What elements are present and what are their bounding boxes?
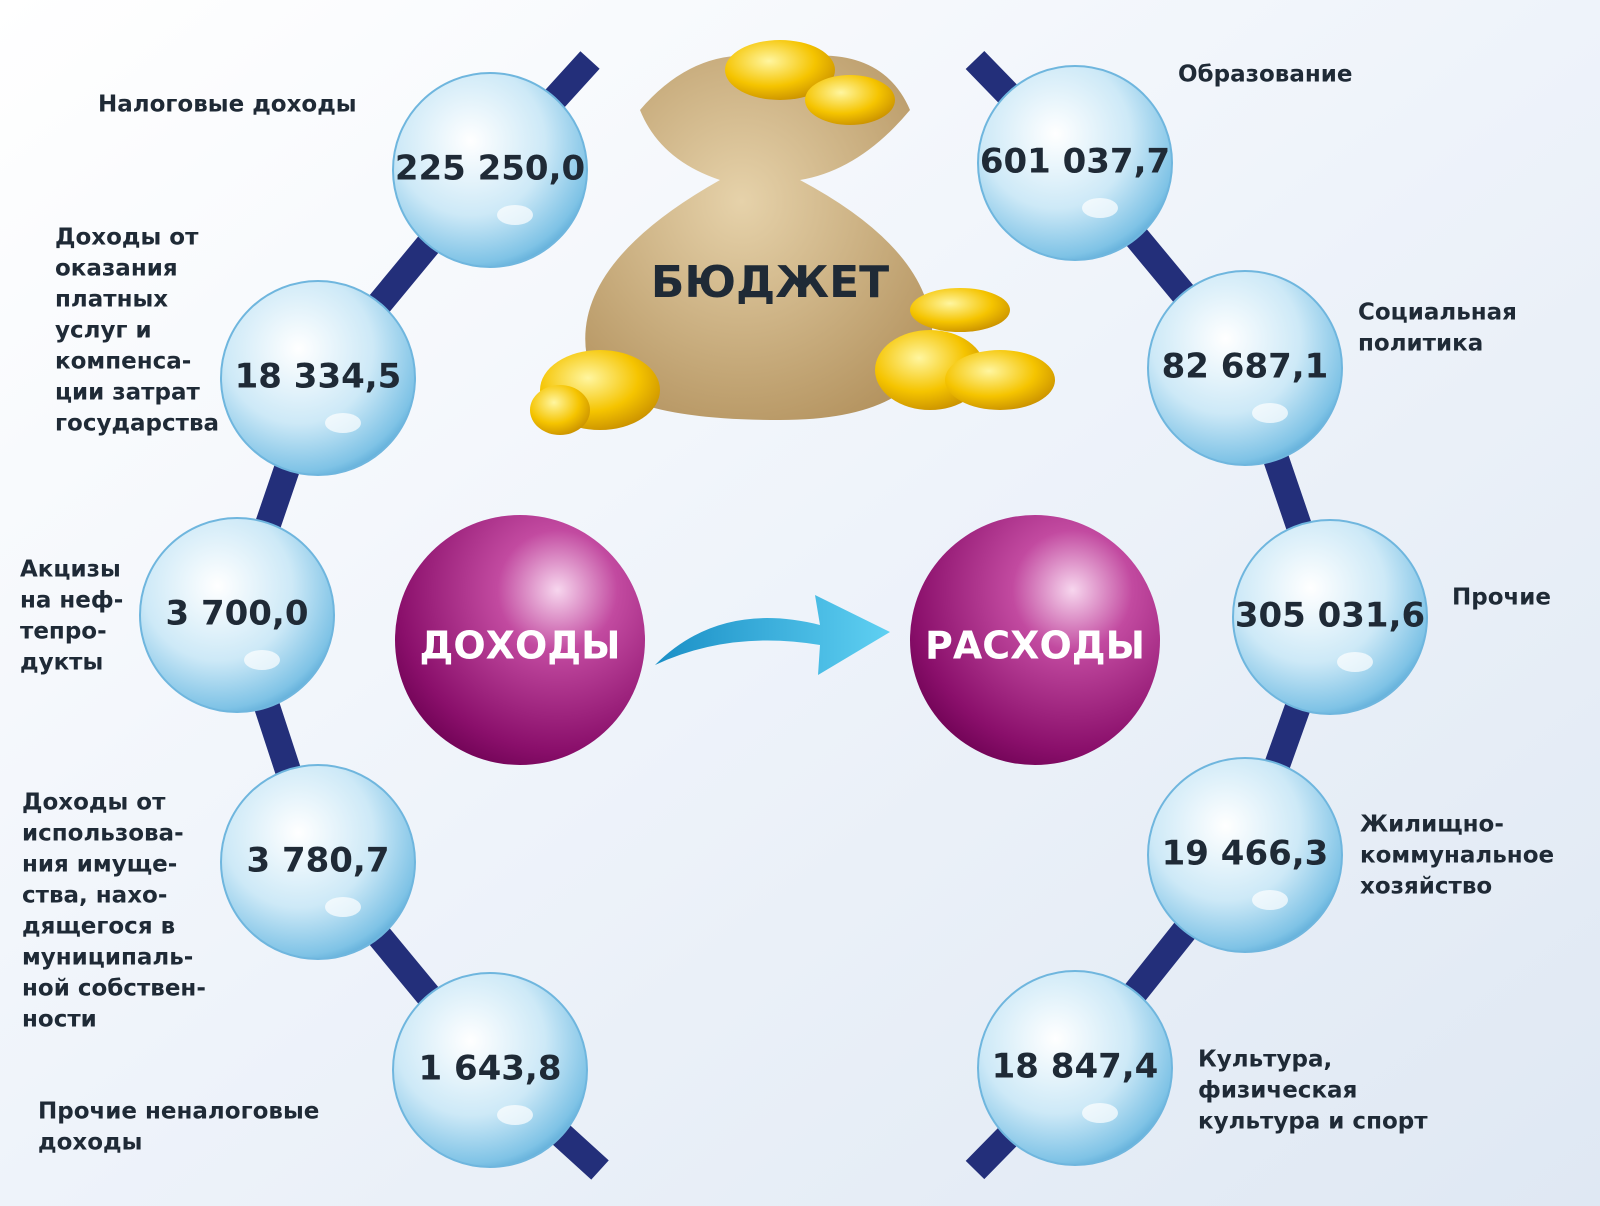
label: Прочие неналоговые	[38, 1099, 319, 1125]
label: услуг и	[55, 318, 152, 344]
highlight	[325, 413, 361, 433]
label: Доходы от	[55, 225, 199, 251]
label: Прочие	[1452, 585, 1551, 611]
value: 3 700,0	[165, 594, 308, 634]
label: компенса-	[55, 349, 191, 375]
label: физическая	[1198, 1078, 1357, 1104]
label: Акцизы	[20, 557, 121, 583]
label: использова-	[22, 821, 184, 847]
label: культура и спорт	[1198, 1109, 1428, 1135]
label: оказания	[55, 256, 178, 282]
value: 225 250,0	[395, 149, 585, 189]
value: 305 031,6	[1235, 596, 1425, 636]
highlight	[1082, 198, 1118, 218]
label: муниципаль-	[22, 945, 193, 971]
label: платных	[55, 287, 168, 313]
value: 3 780,7	[246, 841, 389, 881]
highlight	[497, 205, 533, 225]
highlight	[244, 650, 280, 670]
label: хозяйство	[1360, 874, 1492, 900]
label: Доходы от	[22, 790, 166, 816]
label: ции затрат	[55, 380, 200, 406]
title: БЮДЖЕТ	[651, 257, 889, 308]
highlight	[325, 897, 361, 917]
infographic: БЮДЖЕТ 225 250,0 Налоговые доходы 18 334,5…	[0, 0, 1600, 1206]
value: 18 334,5	[235, 357, 402, 397]
label: Налоговые доходы	[98, 92, 357, 118]
highlight	[1252, 403, 1288, 423]
label: на неф-	[20, 588, 123, 614]
label: Образование	[1178, 62, 1352, 88]
section-title: РАСХОДЫ	[925, 624, 1145, 668]
label: тепро-	[20, 619, 107, 645]
label: государства	[55, 411, 219, 437]
label: ства, нахо-	[22, 883, 167, 909]
value: 18 847,4	[992, 1047, 1159, 1087]
label: Культура,	[1198, 1047, 1332, 1073]
highlight	[1252, 890, 1288, 910]
label: ной собствен-	[22, 976, 206, 1002]
highlight	[1082, 1103, 1118, 1123]
label: доходы	[38, 1130, 142, 1156]
label: ния имуще-	[22, 852, 177, 878]
label: коммунальное	[1360, 843, 1554, 869]
page: {"title": "БЮДЖЕТ", "income": {"title": …	[0, 0, 1600, 1206]
label: Социальная	[1358, 300, 1517, 326]
label: Жилищно-	[1360, 812, 1504, 838]
value: 601 037,7	[980, 142, 1170, 182]
section-title: ДОХОДЫ	[420, 624, 621, 668]
highlight	[497, 1105, 533, 1125]
label: политика	[1358, 331, 1483, 357]
label: дукты	[20, 650, 103, 676]
label: дящегося в	[22, 914, 175, 940]
highlight	[1337, 652, 1373, 672]
value: 1 643,8	[418, 1049, 561, 1089]
value: 82 687,1	[1162, 347, 1329, 387]
value: 19 466,3	[1162, 834, 1329, 874]
label: ности	[22, 1007, 97, 1033]
